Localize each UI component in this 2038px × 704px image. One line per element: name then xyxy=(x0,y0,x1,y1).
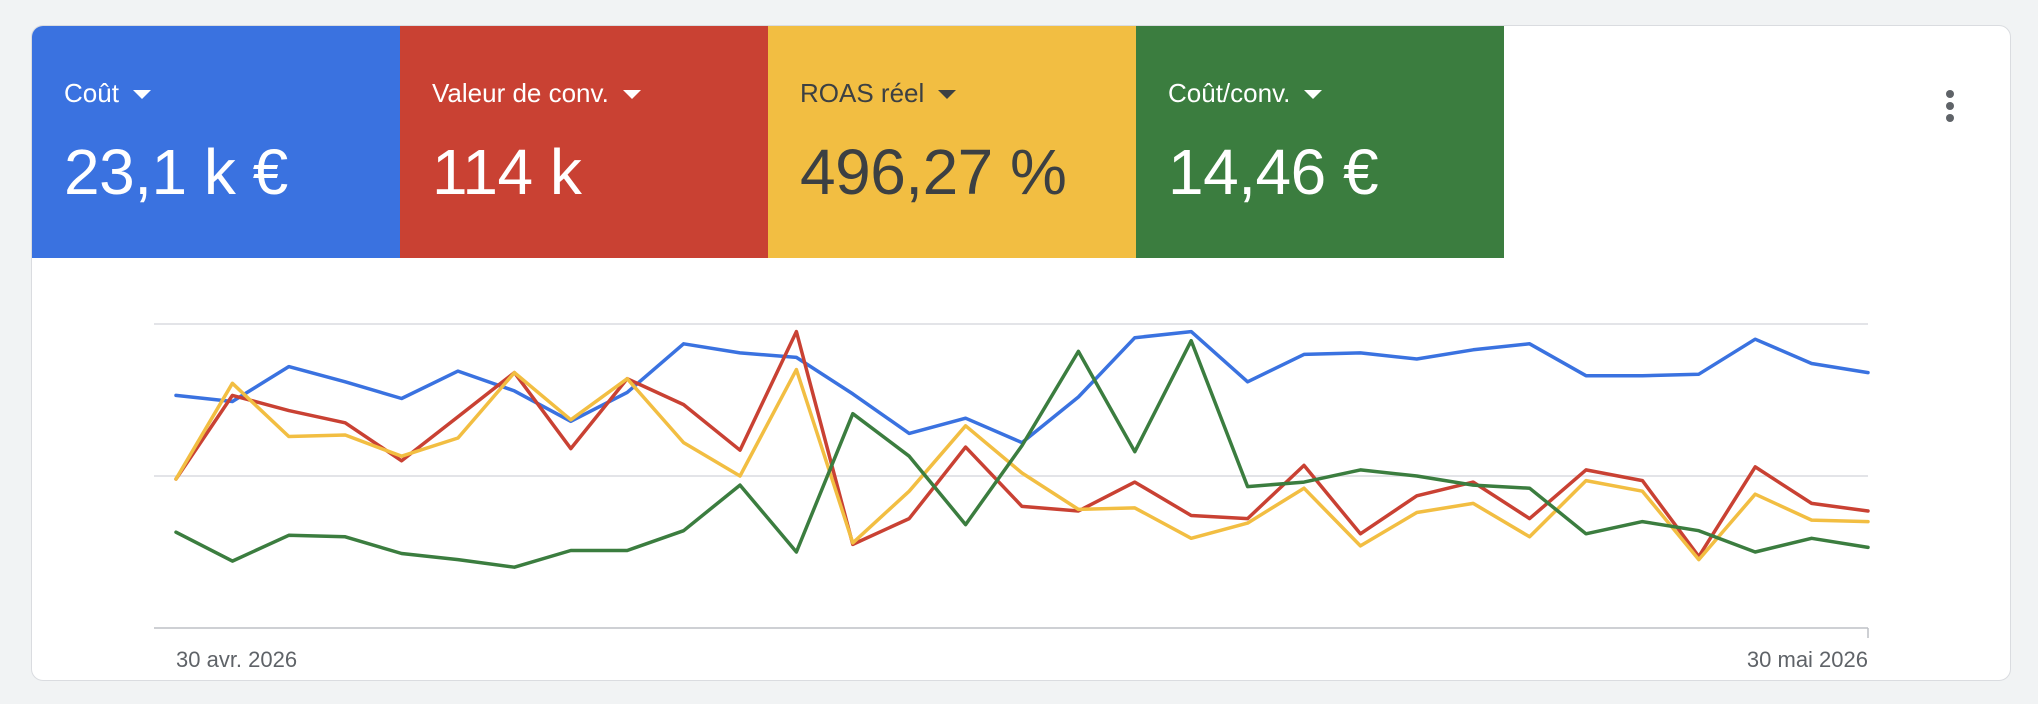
metric-tile-conv-value[interactable]: Valeur de conv. 114 k xyxy=(400,26,768,258)
caret-down-icon xyxy=(132,89,151,99)
caret-down-icon xyxy=(938,89,957,99)
line-chart: 30 avr. 2026 30 mai 2026 xyxy=(154,323,1870,672)
caret-down-icon xyxy=(622,89,641,99)
series-line-1 xyxy=(174,329,1870,559)
x-tick-label-end: 30 mai 2026 xyxy=(1747,647,1868,672)
metric-tiles: Coût 23,1 k € Valeur de conv. 114 k ROAS… xyxy=(32,26,1504,258)
metric-value: 23,1 k € xyxy=(64,136,288,208)
performance-card: Coût 23,1 k € Valeur de conv. 114 k ROAS… xyxy=(31,25,2011,681)
more-options-button[interactable] xyxy=(1930,82,1970,130)
more-vert-icon xyxy=(1946,90,1954,98)
metric-label: Valeur de conv. xyxy=(432,77,609,108)
metric-tile-roas[interactable]: ROAS réel 496,27 % xyxy=(768,26,1136,258)
series-line-2 xyxy=(174,367,1870,562)
metric-label: ROAS réel xyxy=(800,77,925,108)
metric-value: 496,27 % xyxy=(800,136,1067,208)
caret-down-icon xyxy=(1304,89,1323,99)
metric-tile-cost-per-conv[interactable]: Coût/conv. 14,46 € xyxy=(1136,26,1504,258)
series-line-3 xyxy=(174,338,1870,569)
x-tick-label-start: 30 avr. 2026 xyxy=(176,647,297,672)
metric-value: 14,46 € xyxy=(1168,136,1379,208)
metric-value: 114 k xyxy=(432,136,582,208)
metric-label: Coût xyxy=(64,77,119,108)
series-line-0 xyxy=(174,329,1870,445)
metric-label: Coût/conv. xyxy=(1168,77,1291,108)
metric-tile-cost[interactable]: Coût 23,1 k € xyxy=(32,26,400,258)
